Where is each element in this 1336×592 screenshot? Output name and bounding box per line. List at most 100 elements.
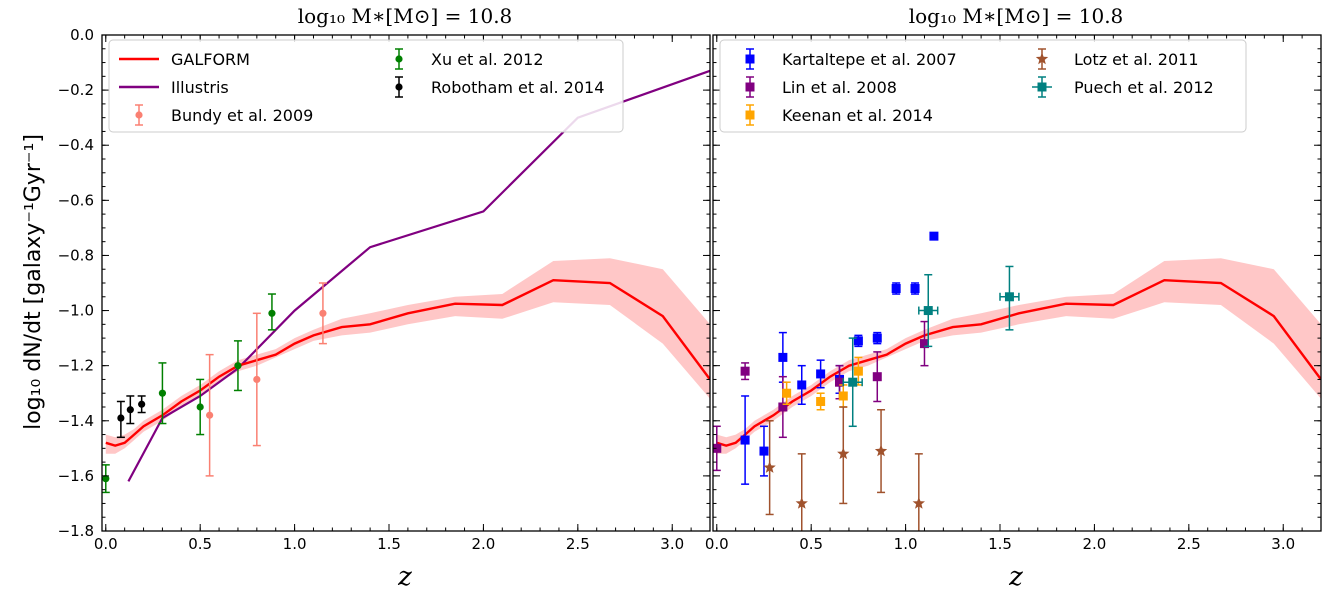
- legend-item: Puech et al. 2012: [1032, 76, 1214, 98]
- data-point: [929, 231, 939, 241]
- series-puech-et-al-2012: [842, 265, 1020, 428]
- legend-swatch-marker: [1035, 52, 1049, 65]
- legend-item: Bundy et al. 2009: [135, 104, 313, 126]
- data-point: [816, 396, 826, 406]
- x-tick-label: 3.0: [660, 535, 684, 553]
- data-point: [759, 446, 769, 456]
- data-point: [319, 309, 327, 317]
- data-point: [835, 377, 845, 387]
- data-point: [872, 333, 882, 343]
- legend-item: GALFORM: [119, 50, 250, 69]
- legend-label: GALFORM: [171, 50, 250, 69]
- y-axis-label: log₁₀ dN/dt [galaxy⁻¹Gyr⁻¹]: [21, 134, 46, 430]
- legend-box: [719, 39, 1247, 133]
- legend-item: Lin et al. 2008: [745, 76, 897, 98]
- galform-line: [716, 278, 1321, 447]
- data-point: [782, 388, 792, 398]
- legend-item: Keenan et al. 2014: [745, 104, 933, 126]
- y-tick-label: −1.2: [58, 357, 94, 375]
- legend-label: Lotz et al. 2011: [1074, 50, 1199, 69]
- legend: GALFORM Illustris Bundy et al. 2009 Xu et a…: [108, 39, 624, 133]
- data-point: [912, 496, 925, 509]
- data-point: [713, 443, 722, 453]
- data-point: [740, 366, 750, 376]
- legend-swatch-marker: [745, 110, 755, 120]
- y-tick-label: −0.4: [58, 136, 94, 154]
- legend-box: [108, 39, 624, 133]
- data-point: [778, 402, 788, 412]
- y-tick-label: −1.0: [58, 302, 94, 320]
- legend-item: Illustris: [119, 78, 229, 97]
- data-point: [853, 336, 863, 346]
- legend-swatch-marker: [135, 111, 143, 119]
- ticks: [713, 34, 1322, 532]
- x-tick-label: 1.5: [988, 535, 1012, 553]
- panel-left-title: log₁₀ M∗[M⊙] = 10.8: [298, 4, 513, 28]
- y-tick-label: −0.6: [58, 191, 94, 209]
- x-tick-label: 2.0: [1082, 535, 1106, 553]
- galform-band: [105, 258, 710, 454]
- data-point: [919, 339, 929, 349]
- data-point: [138, 400, 146, 408]
- x-tick-label: 3.0: [1271, 535, 1295, 553]
- series-lotz-et-al-2011: [763, 406, 925, 531]
- panel-left: 0.0 0.5 1.0 1.5 2.0 2.5 3.0 0.0 −0.2 −0.4 −0.6 −0.8…: [58, 26, 711, 553]
- y-tick-label: −0.2: [58, 81, 94, 99]
- data-point: [816, 369, 826, 379]
- panel-right: 0.0 0.5 1.0 1.5 2.0 2.5 3.0 Kartaltepe et al. 2…: [705, 34, 1322, 553]
- x-tick-label: 1.0: [894, 535, 918, 553]
- data-point: [837, 447, 850, 460]
- ticks: [102, 34, 711, 532]
- plot-area: [713, 231, 1321, 531]
- data-point: [253, 375, 261, 384]
- data-point: [117, 414, 125, 422]
- data-point: [923, 306, 933, 316]
- legend-label: Lin et al. 2008: [782, 78, 897, 97]
- data-point: [838, 391, 848, 401]
- plot-area: [102, 69, 710, 494]
- legend-label: Illustris: [171, 78, 229, 97]
- legend-label: Bundy et al. 2009: [171, 106, 313, 125]
- data-point: [872, 372, 882, 382]
- data-point: [158, 389, 167, 397]
- x-tick-label: 2.5: [1177, 535, 1201, 553]
- legend-item: Lotz et al. 2011: [1035, 48, 1199, 70]
- y-tick-label: 0.0: [70, 26, 94, 44]
- legend-swatch-marker: [1037, 82, 1047, 92]
- x-tick-label: 0.5: [188, 535, 212, 553]
- legend-swatch-marker: [395, 83, 403, 91]
- data-point: [891, 284, 901, 294]
- legend-swatch-marker: [395, 55, 403, 63]
- x-tick-label: 2.5: [566, 535, 590, 553]
- data-point: [795, 496, 808, 509]
- y-tick-label: −1.6: [58, 467, 94, 485]
- legend-item: Kartaltepe et al. 2007: [745, 48, 957, 70]
- data-point: [853, 366, 863, 376]
- data-point: [763, 461, 776, 473]
- legend-label: Robotham et al. 2014: [431, 78, 604, 97]
- legend-label: Xu et al. 2012: [431, 50, 544, 69]
- x-tick-label: 0.0: [94, 535, 118, 553]
- data-point: [196, 403, 204, 411]
- legend-item: Xu et al. 2012: [395, 48, 544, 70]
- series-bundy-et-al-2009: [205, 282, 327, 477]
- data-point: [234, 362, 242, 370]
- series-xu-et-al-2012: [102, 293, 276, 494]
- data-point: [126, 406, 134, 414]
- legend-swatch-marker: [745, 82, 755, 92]
- series-robotham-et-al-2014: [116, 395, 146, 439]
- data-point: [740, 435, 750, 445]
- data-point: [874, 444, 888, 457]
- legend-item: Robotham et al. 2014: [395, 76, 604, 98]
- x-axis-label-left: z: [397, 562, 412, 592]
- galform-line: [105, 278, 710, 447]
- illustris-line: [127, 69, 710, 482]
- legend-label: Kartaltepe et al. 2007: [782, 50, 957, 69]
- legend-swatch-marker: [745, 54, 755, 64]
- x-tick-label: 1.0: [283, 535, 307, 553]
- x-tick-label: 0.5: [799, 535, 823, 553]
- data-point: [206, 411, 214, 419]
- legend: Kartaltepe et al. 2007 Lin et al. 2008 Kee…: [719, 39, 1247, 133]
- legend-label: Keenan et al. 2014: [782, 106, 933, 125]
- legend-label: Puech et al. 2012: [1074, 78, 1214, 97]
